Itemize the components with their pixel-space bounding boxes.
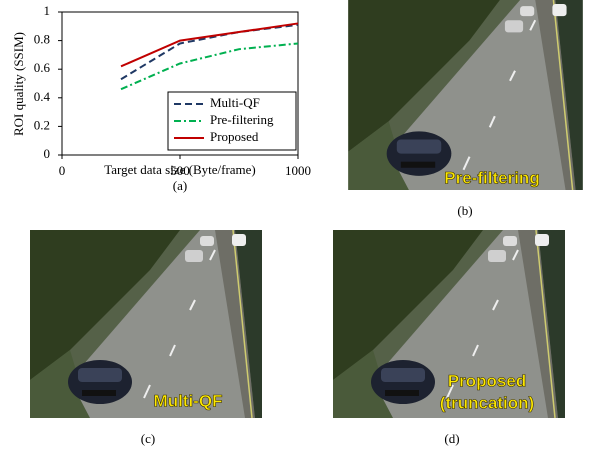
overlay-text: (truncation) — [440, 393, 534, 412]
photo — [30, 230, 262, 418]
series-line — [120, 23, 299, 81]
y-tick-label: 0.4 — [34, 89, 51, 104]
x-axis-label: Target data size (Byte/frame) — [104, 162, 256, 177]
legend-label: Pre-filtering — [210, 112, 274, 127]
y-tick-label: 0.6 — [34, 60, 51, 75]
x-tick-label: 0 — [59, 163, 66, 178]
caption: (d) — [444, 431, 459, 446]
overlay-text: Multi-QF — [154, 391, 223, 410]
caption: (a) — [173, 178, 187, 193]
y-tick-label: 0 — [44, 146, 51, 161]
overlay-text: Proposed — [448, 371, 526, 390]
y-axis-label: ROI quality (SSIM) — [11, 32, 26, 136]
x-tick-label: 500 — [170, 163, 190, 178]
legend-label: Proposed — [210, 129, 259, 144]
caption: (c) — [141, 431, 155, 446]
caption: (b) — [457, 203, 472, 218]
y-tick-label: 1 — [44, 3, 51, 18]
legend-label: Multi-QF — [210, 95, 260, 110]
overlay-text: Pre-filtering — [444, 168, 539, 187]
series-line — [120, 22, 299, 68]
series-line — [120, 42, 299, 91]
x-tick-label: 1000 — [285, 163, 311, 178]
y-tick-label: 0.8 — [34, 32, 50, 47]
y-tick-label: 0.2 — [34, 117, 50, 132]
photo — [347, 0, 584, 190]
